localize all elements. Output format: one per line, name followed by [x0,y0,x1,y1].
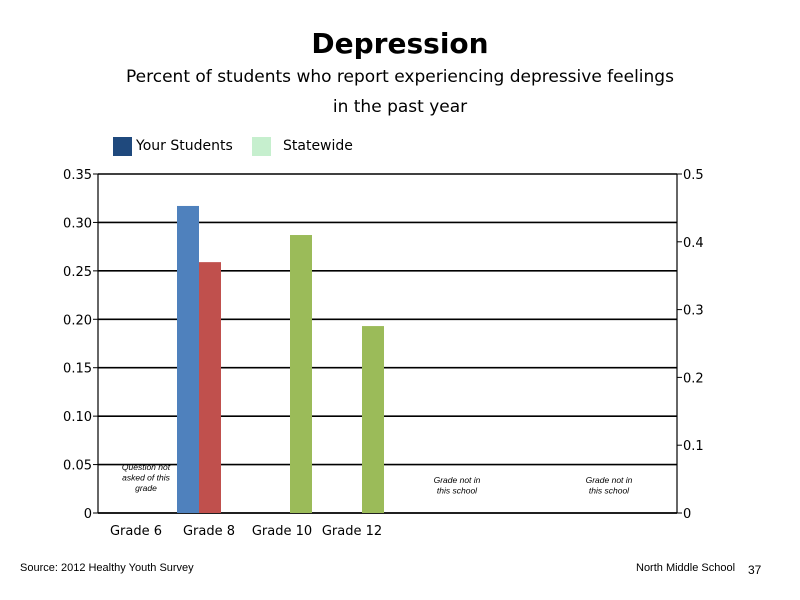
legend-item-your-students: Your Students [113,136,233,156]
bar [199,262,221,513]
annotation: Question not asked of this grade [122,462,171,493]
annotation-line: Question not [122,462,171,472]
y2-tick-label: 0.3 [683,304,704,319]
y2-tick-label: 0 [683,507,691,522]
chart-title: Depression [311,27,489,60]
annotation-line: Grade not in [434,475,481,485]
page-number: 37 [748,563,762,577]
chart-subtitle-line1: Percent of students who report experienc… [126,67,674,87]
annotation-line: this school [589,486,630,496]
y-tick-label: 0.05 [63,459,92,474]
y2-tick-label: 0.2 [683,371,704,386]
x-tick-label: Grade 8 [183,524,235,539]
y-tick-label: 0.20 [63,313,92,328]
legend-label-statewide: Statewide [283,138,353,154]
annotation-line: this school [437,486,478,496]
y2-tick-label: 0.4 [683,236,704,251]
legend-item-statewide: Statewide [252,136,353,156]
annotation-line: Grade not in [586,475,633,485]
bar [177,205,199,513]
annotation-line: grade [135,483,157,493]
annotation: Grade not in this school [586,475,633,496]
y-tick-label: 0.35 [63,168,92,183]
legend-swatch-statewide [252,136,271,156]
legend-label-your-students: Your Students [136,138,233,154]
y2-tick-label: 0.5 [683,168,704,183]
annotation: Grade not in this school [434,475,481,496]
y-tick-label: 0.30 [63,216,92,231]
source-note: Source: 2012 Healthy Youth Survey [20,562,194,574]
chart-subtitle-line2: in the past year [332,97,468,117]
y2-tick-label: 0.1 [683,439,704,454]
school-name: North Middle School [636,562,736,574]
legend-swatch-your-students [113,136,132,156]
y-tick-label: 0 [84,507,92,522]
x-tick-label: Grade 10 [252,524,312,539]
annotation-line: asked of this [122,473,170,483]
y-tick-label: 0.25 [63,265,92,280]
y-tick-label: 0.10 [63,410,92,425]
bar [362,326,384,513]
y-tick-label: 0.15 [63,362,92,377]
x-tick-label: Grade 12 [322,524,382,539]
bar [290,235,312,513]
x-tick-label: Grade 6 [110,524,162,539]
